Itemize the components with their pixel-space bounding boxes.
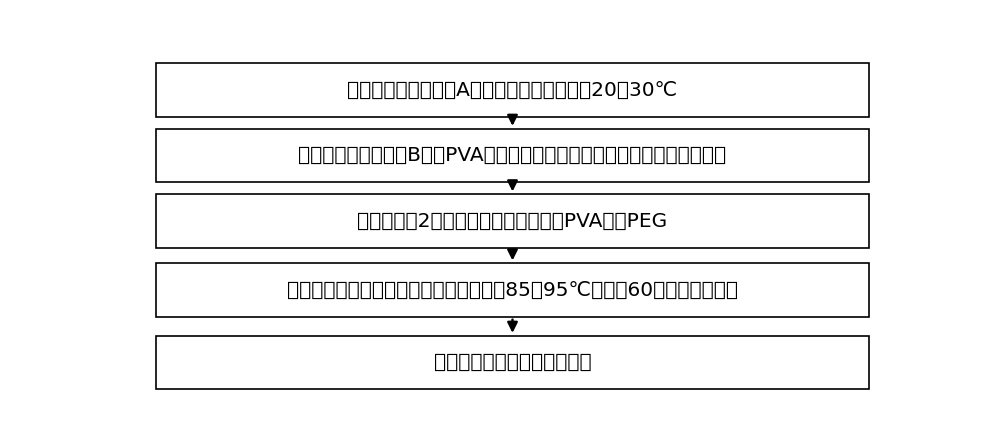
FancyBboxPatch shape <box>156 194 869 248</box>
FancyBboxPatch shape <box>156 263 869 317</box>
FancyBboxPatch shape <box>156 63 869 117</box>
Text: 再用步骤（2）中同样的方法依次加入PVA二和PEG: 再用步骤（2）中同样的方法依次加入PVA二和PEG <box>357 211 668 231</box>
FancyBboxPatch shape <box>156 129 869 182</box>
Text: 利用漏斗容器将原料B中的PVA一加入溶解，速度利用漏斗控制，加完后搅拌: 利用漏斗容器将原料B中的PVA一加入溶解，速度利用漏斗控制，加完后搅拌 <box>298 146 727 165</box>
Text: 加入去离子水将原料A搅拌溶解，水温控制在20～30℃: 加入去离子水将原料A搅拌溶解，水温控制在20～30℃ <box>347 81 678 99</box>
FancyBboxPatch shape <box>156 336 869 389</box>
Text: 在搅拌过程中吹入蕊汽，使液体温度升到85～95℃后保湳60分钟后停止加热: 在搅拌过程中吹入蕊汽，使液体温度升到85～95℃后保湳60分钟后停止加热 <box>287 280 738 300</box>
Text: 通过自然冷却到室温状态待用: 通过自然冷却到室温状态待用 <box>434 353 591 372</box>
